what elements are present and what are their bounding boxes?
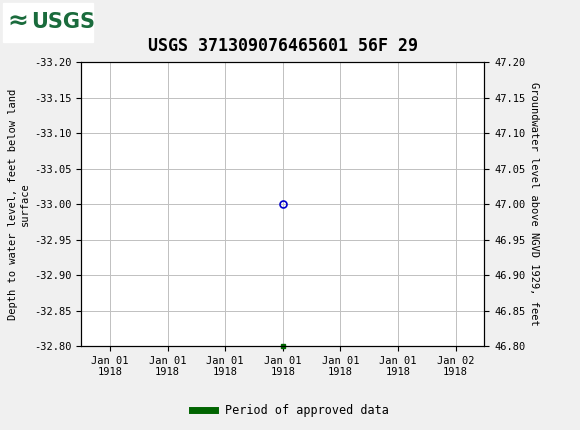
Title: USGS 371309076465601 56F 29: USGS 371309076465601 56F 29 xyxy=(148,37,418,55)
Legend: Period of approved data: Period of approved data xyxy=(187,399,393,422)
Bar xyxy=(3,3,93,43)
Text: USGS: USGS xyxy=(31,12,95,32)
Y-axis label: Depth to water level, feet below land
surface: Depth to water level, feet below land su… xyxy=(8,89,30,320)
Text: ≈: ≈ xyxy=(7,9,28,34)
Y-axis label: Groundwater level above NGVD 1929, feet: Groundwater level above NGVD 1929, feet xyxy=(530,83,539,326)
